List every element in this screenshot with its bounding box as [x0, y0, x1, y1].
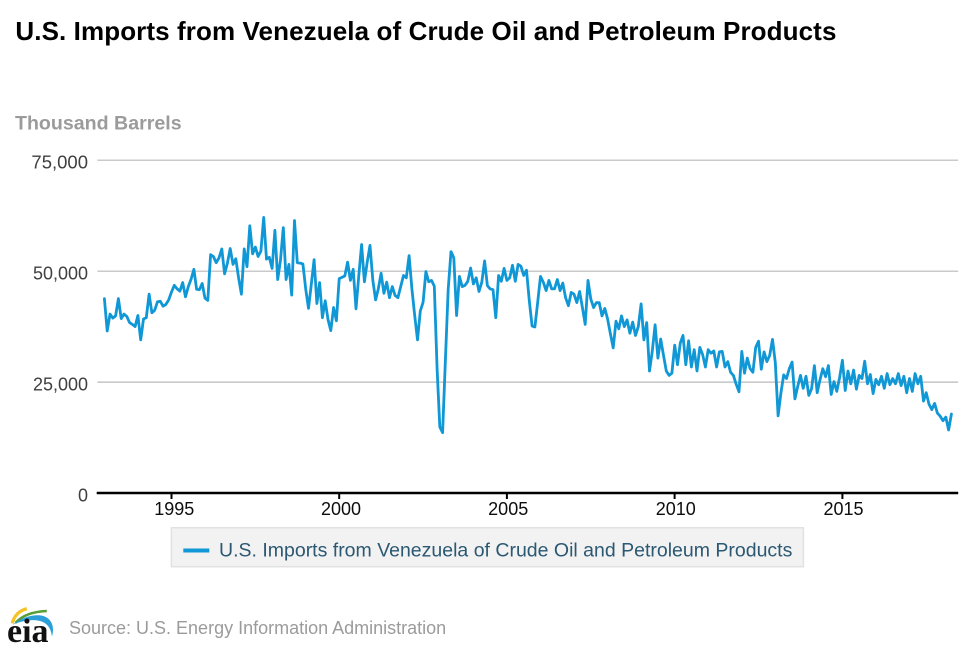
svg-text:2000: 2000 — [321, 499, 361, 519]
svg-text:50,000: 50,000 — [33, 263, 88, 283]
svg-text:2015: 2015 — [823, 499, 863, 519]
svg-text:0: 0 — [78, 485, 88, 505]
svg-text:Thousand Barrels: Thousand Barrels — [15, 113, 182, 135]
svg-text:25,000: 25,000 — [33, 374, 88, 394]
svg-text:U.S. Imports from Venezuela of: U.S. Imports from Venezuela of Crude Oil… — [219, 540, 793, 562]
svg-text:eia: eia — [7, 613, 49, 650]
svg-text:75,000: 75,000 — [31, 151, 88, 172]
svg-text:1995: 1995 — [154, 499, 194, 519]
svg-text:Source: U.S. Energy Informatio: Source: U.S. Energy Information Administ… — [69, 618, 446, 638]
svg-text:U.S. Imports from Venezuela of: U.S. Imports from Venezuela of Crude Oil… — [15, 16, 836, 46]
svg-text:2010: 2010 — [656, 499, 696, 519]
svg-text:2005: 2005 — [488, 499, 528, 519]
